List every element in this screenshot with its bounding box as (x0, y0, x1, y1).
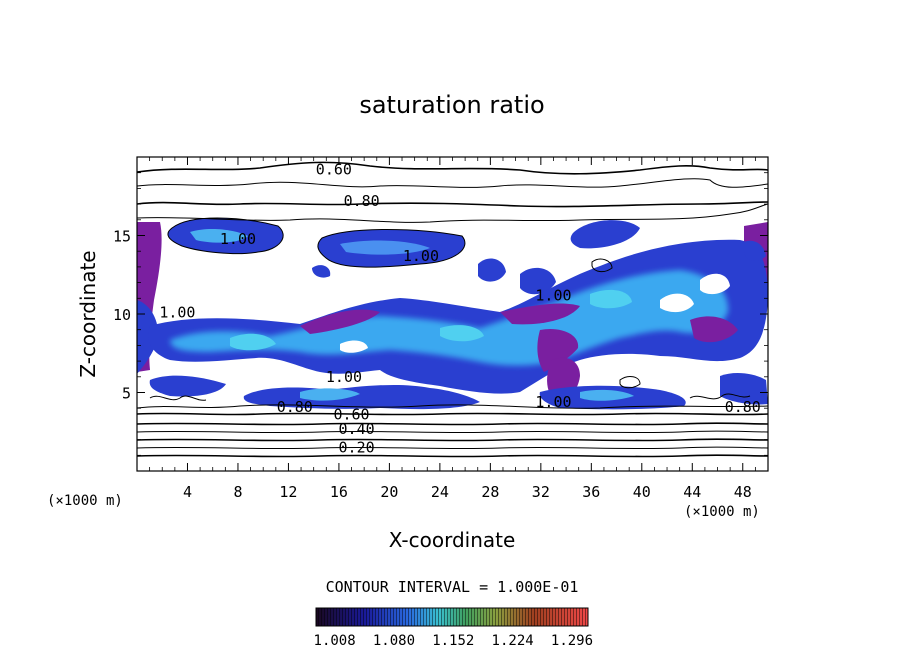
fill-region (590, 289, 632, 309)
fill-region (440, 325, 484, 342)
contour-label: 0.80 (344, 192, 380, 210)
fill-region (720, 373, 768, 405)
x-tick-label: 4 (183, 483, 192, 501)
x-axis: 4 8 12 16 20 24 28 32 36 40 44 48 (149, 157, 756, 501)
fill-region (312, 265, 331, 278)
fill-region (500, 303, 580, 325)
contour-line (591, 258, 613, 273)
contour-line (137, 161, 768, 175)
colorbar-tick-label: 1.152 (432, 633, 474, 649)
y-tick-label: 15 (113, 228, 131, 246)
contour-label: 1.00 (220, 230, 256, 248)
fill-region (744, 240, 766, 261)
colorbar: 1.008 1.080 1.152 1.224 1.296 (314, 607, 594, 649)
contour-label: 1.00 (159, 304, 195, 322)
saturation-fill-regions (137, 218, 768, 410)
x-tick-label: 32 (532, 483, 550, 501)
contour-line (137, 430, 768, 434)
x-tick-label: 24 (431, 483, 449, 501)
contour-label: 1.00 (403, 247, 439, 265)
fill-region (690, 316, 738, 343)
fill-region (190, 229, 248, 243)
x-unit-label-left: (×1000 m) (47, 493, 123, 509)
fill-region (137, 300, 159, 374)
contour-line (137, 454, 768, 458)
contour-line (137, 404, 768, 409)
x-tick-label: 48 (734, 483, 752, 501)
contour-label: 1.00 (326, 368, 362, 386)
colorbar-stripes (316, 608, 588, 626)
contour-label: 0.80 (725, 398, 761, 416)
fill-region (520, 267, 556, 295)
contour-label: 0.20 (339, 439, 375, 457)
x-tick-label: 28 (481, 483, 499, 501)
contour-line (137, 438, 768, 442)
contour-label: 0.60 (333, 406, 369, 424)
contour-line (619, 376, 641, 389)
x-tick-label: 20 (380, 483, 398, 501)
fill-hole (340, 340, 368, 353)
colorbar-tick-label: 1.080 (373, 633, 415, 649)
fill-region (537, 328, 579, 372)
contour-line (689, 393, 751, 400)
x-tick-label: 44 (683, 483, 701, 501)
colorbar-frame (315, 607, 589, 627)
contour-line (137, 178, 768, 188)
contour-line (149, 395, 207, 401)
fill-region (340, 240, 430, 255)
fill-region (170, 270, 729, 366)
x-tick-label: 36 (582, 483, 600, 501)
contour-lines (137, 161, 768, 458)
fill-region (243, 384, 480, 410)
fill-region (300, 309, 380, 334)
fill-region (570, 220, 640, 249)
colorbar-tick-labels: 1.008 1.080 1.152 1.224 1.296 (314, 633, 594, 649)
contour-line (137, 203, 768, 223)
fill-region (149, 375, 226, 397)
x-axis-title: X-coordinate (389, 528, 516, 552)
fill-hole (700, 273, 730, 295)
chart-title: saturation ratio (359, 91, 544, 119)
fill-region (300, 388, 360, 401)
contour-line (137, 201, 768, 208)
colorbar-tick-label: 1.224 (492, 633, 534, 649)
fill-region (580, 389, 634, 401)
y-axis-title: Z-coordinate (76, 250, 100, 377)
y-tick-label: 10 (113, 306, 131, 324)
contour-line (137, 446, 768, 450)
contour-label: 1.00 (535, 286, 571, 304)
x-tick-label: 40 (633, 483, 651, 501)
fill-hole (660, 293, 694, 313)
contour-line (167, 217, 284, 255)
x-unit-label-right: (×1000 m) (684, 504, 760, 520)
colorbar-tick-label: 1.008 (314, 633, 356, 649)
contour-label-group: 0.60 0.80 1.00 1.00 1.00 1.00 1.00 1.00 0.80 0.60… (159, 161, 761, 457)
contour-line (317, 229, 466, 268)
fill-region (230, 333, 276, 351)
y-tick-label: 5 (122, 385, 131, 403)
contour-label: 0.40 (339, 420, 375, 438)
contour-label: 0.60 (316, 161, 352, 179)
x-tick-label: 12 (279, 483, 297, 501)
contour-line (137, 422, 768, 426)
fill-region (148, 239, 768, 394)
contour-line (137, 412, 768, 416)
contour-label: 1.00 (535, 393, 571, 411)
contour-interval-text: CONTOUR INTERVAL = 1.000E-01 (326, 578, 579, 596)
x-tick-label: 8 (233, 483, 242, 501)
colorbar-tick-label: 1.296 (551, 633, 593, 649)
x-tick-label: 16 (330, 483, 348, 501)
fill-region (478, 258, 506, 282)
y-axis: 5 10 15 (113, 172, 768, 456)
contour-label: 0.80 (277, 398, 313, 416)
